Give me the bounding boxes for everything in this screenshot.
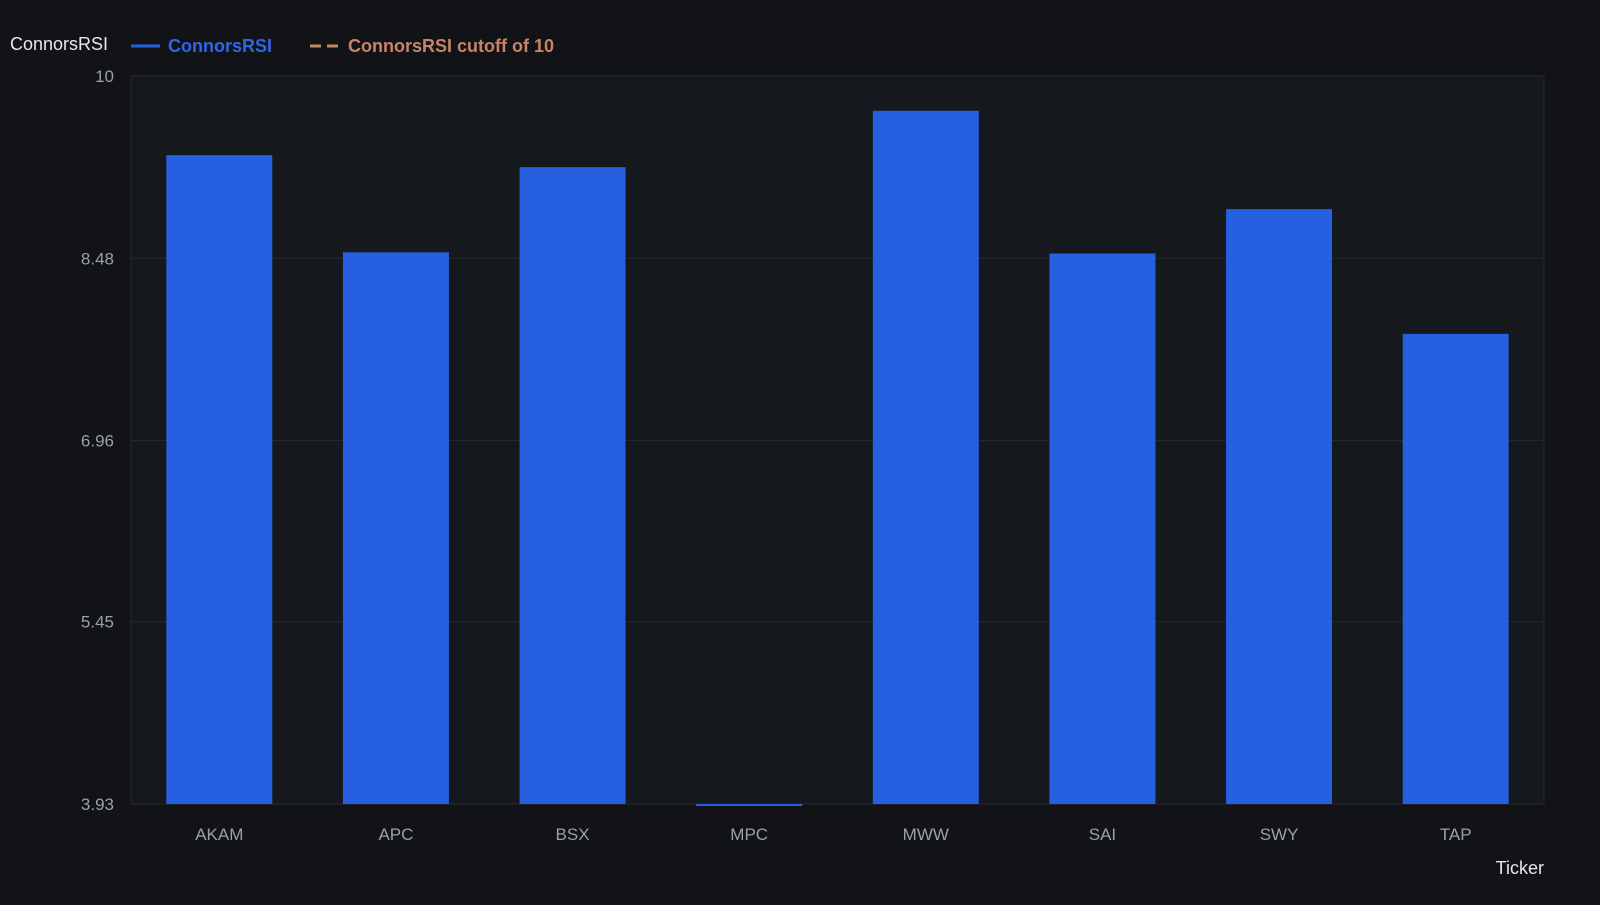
bar-tap[interactable] xyxy=(1402,333,1509,804)
bar-swy[interactable] xyxy=(1226,209,1333,805)
x-tick-labels: AKAM APC BSX MPC MWW SAI SWY TAP xyxy=(195,825,1471,844)
y-axis-label: ConnorsRSI xyxy=(10,34,108,54)
bar-akam[interactable] xyxy=(166,155,273,805)
y-tick-labels: 3.93 5.45 6.96 8.48 10 xyxy=(81,67,114,814)
x-axis-label: Ticker xyxy=(1496,858,1544,878)
legend-label-cutoff[interactable]: ConnorsRSI cutoff of 10 xyxy=(348,36,554,56)
y-tick-label: 10 xyxy=(95,67,114,86)
y-tick-label: 8.48 xyxy=(81,249,114,268)
x-tick-label: MWW xyxy=(903,825,949,844)
x-tick-label: TAP xyxy=(1440,825,1472,844)
bar-mpc[interactable] xyxy=(696,804,803,806)
x-tick-label: BSX xyxy=(556,825,590,844)
y-tick-label: 3.93 xyxy=(81,795,114,814)
bar-mww[interactable] xyxy=(872,110,979,805)
x-tick-label: SWY xyxy=(1260,825,1299,844)
x-tick-label: MPC xyxy=(730,825,768,844)
x-tick-label: SAI xyxy=(1089,825,1116,844)
legend: ConnorsRSI ConnorsRSI cutoff of 10 xyxy=(131,36,554,56)
x-tick-label: APC xyxy=(378,825,413,844)
x-tick-label: AKAM xyxy=(195,825,243,844)
y-tick-label: 6.96 xyxy=(81,432,114,451)
bar-apc[interactable] xyxy=(342,252,449,805)
bar-sai[interactable] xyxy=(1049,253,1156,805)
legend-label-connorsrsi[interactable]: ConnorsRSI xyxy=(168,36,272,56)
y-tick-label: 5.45 xyxy=(81,613,114,632)
bars xyxy=(166,110,1509,806)
bar-bsx[interactable] xyxy=(519,167,626,805)
